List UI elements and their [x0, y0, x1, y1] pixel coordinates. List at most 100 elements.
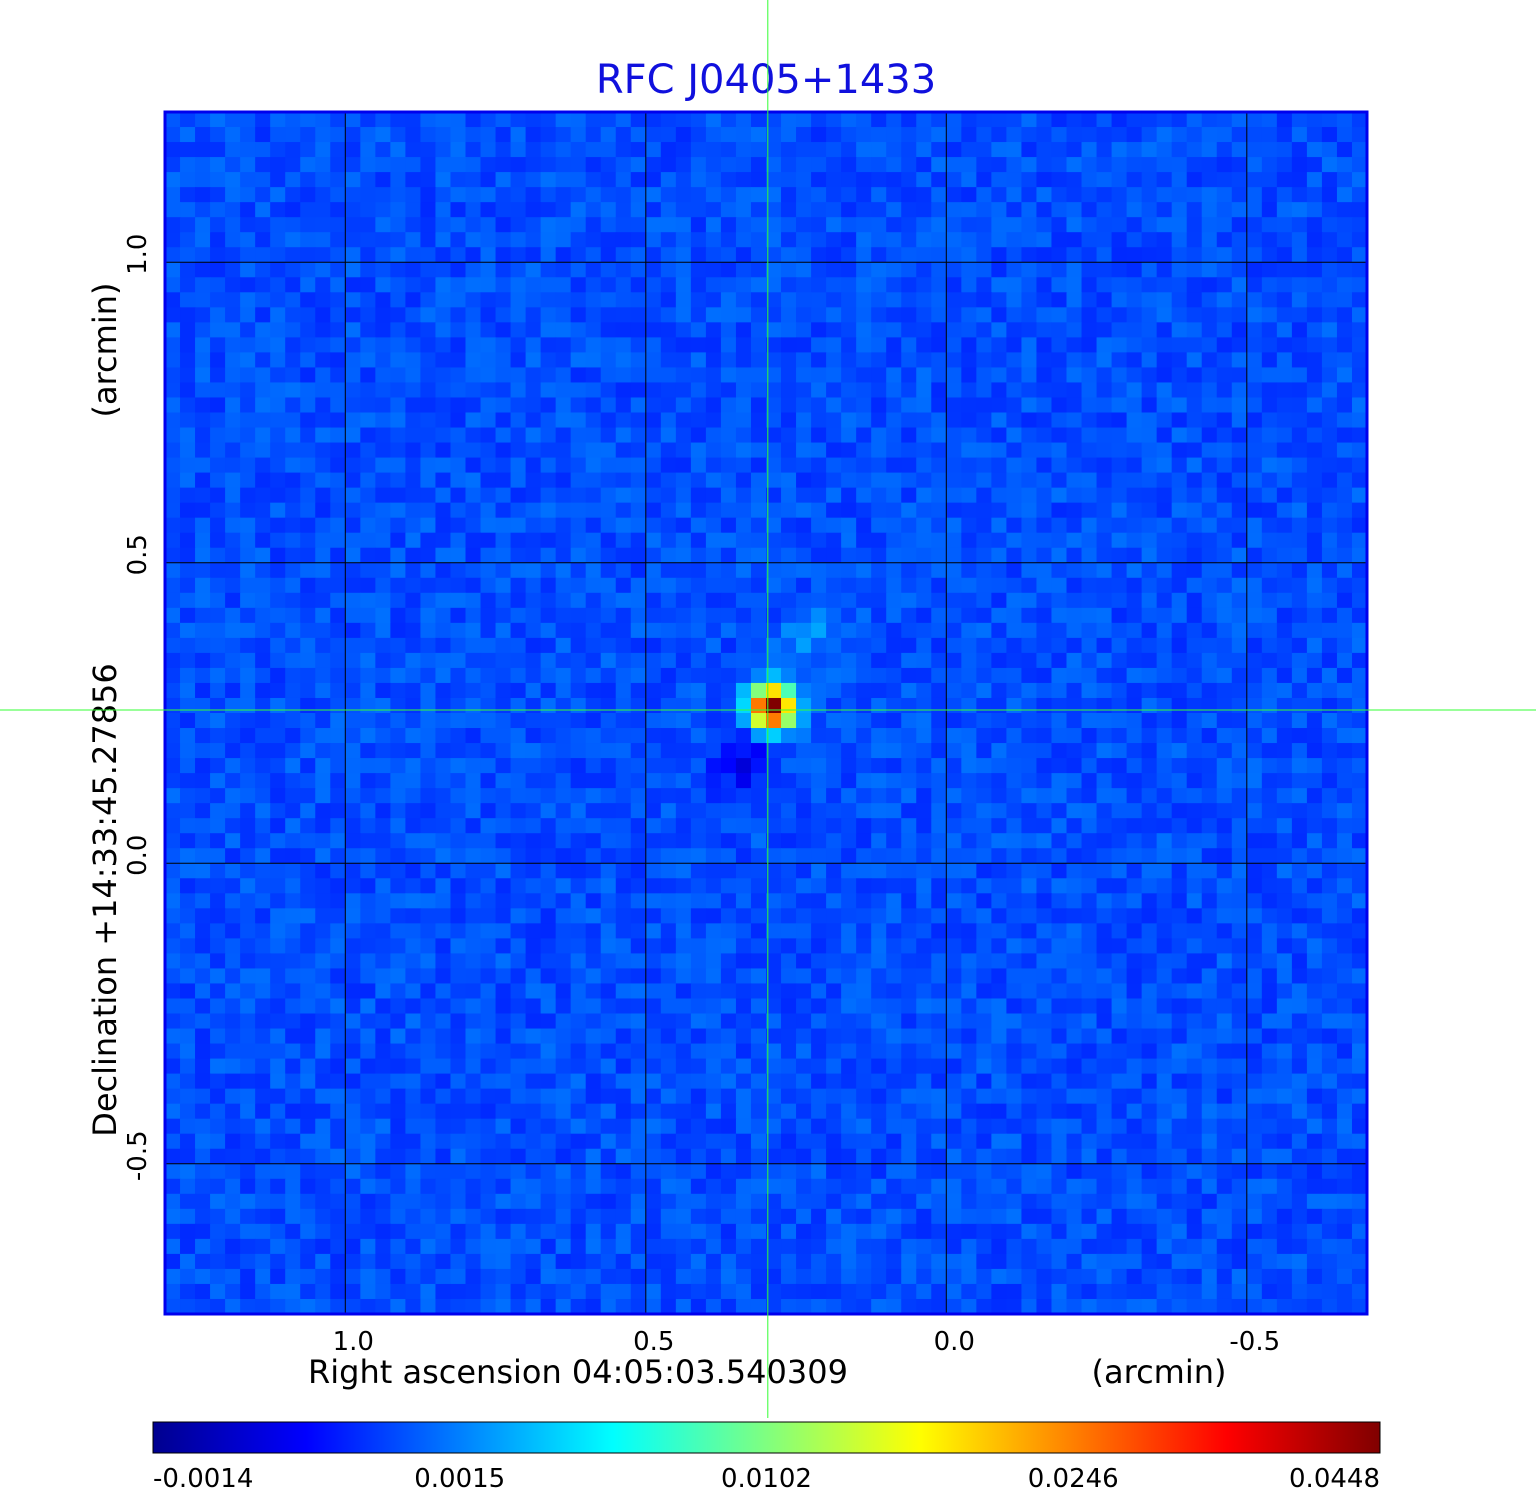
- heatmap-cell: [525, 788, 542, 804]
- heatmap-cell: [660, 652, 677, 669]
- heatmap-cell: [1126, 788, 1143, 804]
- heatmap-cell: [1051, 577, 1068, 594]
- heatmap-cell: [165, 607, 181, 624]
- heatmap-cell: [720, 878, 737, 894]
- heatmap-cell: [1321, 202, 1338, 218]
- heatmap-cell: [1006, 878, 1023, 894]
- heatmap-cell: [405, 818, 422, 834]
- heatmap-cell: [570, 262, 587, 278]
- heatmap-cell: [615, 202, 632, 218]
- heatmap-cell: [630, 232, 647, 248]
- heatmap-cell: [1216, 607, 1233, 624]
- heatmap-cell: [345, 382, 361, 399]
- heatmap-cell: [1171, 713, 1188, 729]
- heatmap-cell: [480, 532, 497, 549]
- heatmap-cell: [750, 112, 767, 128]
- heatmap-cell: [946, 637, 962, 654]
- heatmap-cell: [720, 157, 737, 173]
- heatmap-cell: [1066, 773, 1083, 789]
- heatmap-cell: [615, 367, 632, 384]
- heatmap-cell: [420, 1028, 437, 1045]
- heatmap-cell: [540, 953, 557, 970]
- heatmap-cell: [645, 562, 662, 579]
- heatmap-cell: [630, 863, 647, 879]
- heatmap-cell: [645, 382, 662, 399]
- heatmap-cell: [300, 337, 316, 354]
- heatmap-cell: [570, 547, 587, 564]
- heatmap-cell: [1186, 637, 1203, 654]
- heatmap-cell: [1276, 577, 1293, 594]
- heatmap-cell: [720, 592, 737, 609]
- heatmap-cell: [1066, 577, 1083, 594]
- heatmap-cell: [1156, 202, 1173, 218]
- heatmap-cell: [991, 893, 1008, 909]
- heatmap-cell: [1201, 247, 1218, 263]
- heatmap-cell: [225, 112, 241, 128]
- heatmap-cell: [645, 893, 662, 909]
- heatmap-cell: [1021, 352, 1038, 369]
- heatmap-cell: [841, 1013, 857, 1030]
- heatmap-cell: [1321, 1013, 1338, 1030]
- heatmap-cell: [1096, 517, 1113, 534]
- heatmap-cell: [1171, 202, 1188, 218]
- heatmap-cell: [390, 713, 407, 729]
- heatmap-cell: [420, 697, 437, 714]
- heatmap-cell: [540, 923, 557, 939]
- heatmap-cell: [1291, 667, 1308, 684]
- heatmap-cell: [630, 412, 647, 429]
- heatmap-cell: [1261, 337, 1278, 354]
- heatmap-cell: [720, 728, 737, 744]
- heatmap-cell: [525, 923, 542, 939]
- heatmap-cell: [811, 382, 827, 399]
- heatmap-cell: [1051, 773, 1068, 789]
- heatmap-cell: [165, 412, 181, 429]
- heatmap-cell: [1006, 893, 1023, 909]
- heatmap-cell: [225, 863, 241, 879]
- heatmap-cell: [225, 728, 241, 744]
- heatmap-cell: [796, 713, 812, 729]
- heatmap-cell: [1186, 773, 1203, 789]
- heatmap-cell: [1036, 247, 1053, 263]
- heatmap-cell: [330, 878, 346, 894]
- heatmap-cell: [976, 502, 992, 519]
- heatmap-cell: [1306, 202, 1323, 218]
- heatmap-cell: [916, 427, 932, 444]
- heatmap-cell: [345, 908, 361, 924]
- heatmap-cell: [976, 833, 992, 849]
- heatmap-cell: [495, 577, 512, 594]
- heatmap-cell: [240, 382, 256, 399]
- heatmap-cell: [195, 833, 211, 849]
- heatmap-cell: [705, 382, 722, 399]
- heatmap-cell: [645, 908, 662, 924]
- heatmap-cell: [255, 262, 271, 278]
- heatmap-cell: [195, 968, 211, 985]
- heatmap-cell: [871, 803, 887, 819]
- heatmap-cell: [450, 652, 467, 669]
- heatmap-cell: [495, 247, 512, 263]
- heatmap-cell: [796, 202, 812, 218]
- heatmap-cell: [285, 863, 301, 879]
- heatmap-cell: [480, 983, 497, 1000]
- heatmap-cell: [1201, 652, 1218, 669]
- heatmap-cell: [720, 788, 737, 804]
- heatmap-cell: [375, 262, 391, 278]
- heatmap-cell: [886, 142, 902, 158]
- heatmap-cell: [165, 187, 181, 203]
- heatmap-cell: [330, 442, 346, 459]
- heatmap-cell: [1321, 788, 1338, 804]
- heatmap-cell: [435, 397, 452, 414]
- heatmap-cell: [330, 652, 346, 669]
- heatmap-cell: [871, 743, 887, 759]
- heatmap-cell: [660, 112, 677, 128]
- heatmap-cell: [901, 532, 917, 549]
- heatmap-cell: [991, 412, 1008, 429]
- heatmap-cell: [375, 758, 391, 774]
- heatmap-cell: [1006, 202, 1023, 218]
- heatmap-cell: [1261, 472, 1278, 489]
- heatmap-cell: [886, 818, 902, 834]
- heatmap-cell: [1201, 743, 1218, 759]
- heatmap-cell: [690, 818, 707, 834]
- heatmap-cell: [991, 953, 1008, 970]
- heatmap-cell: [811, 788, 827, 804]
- heatmap-cell: [300, 833, 316, 849]
